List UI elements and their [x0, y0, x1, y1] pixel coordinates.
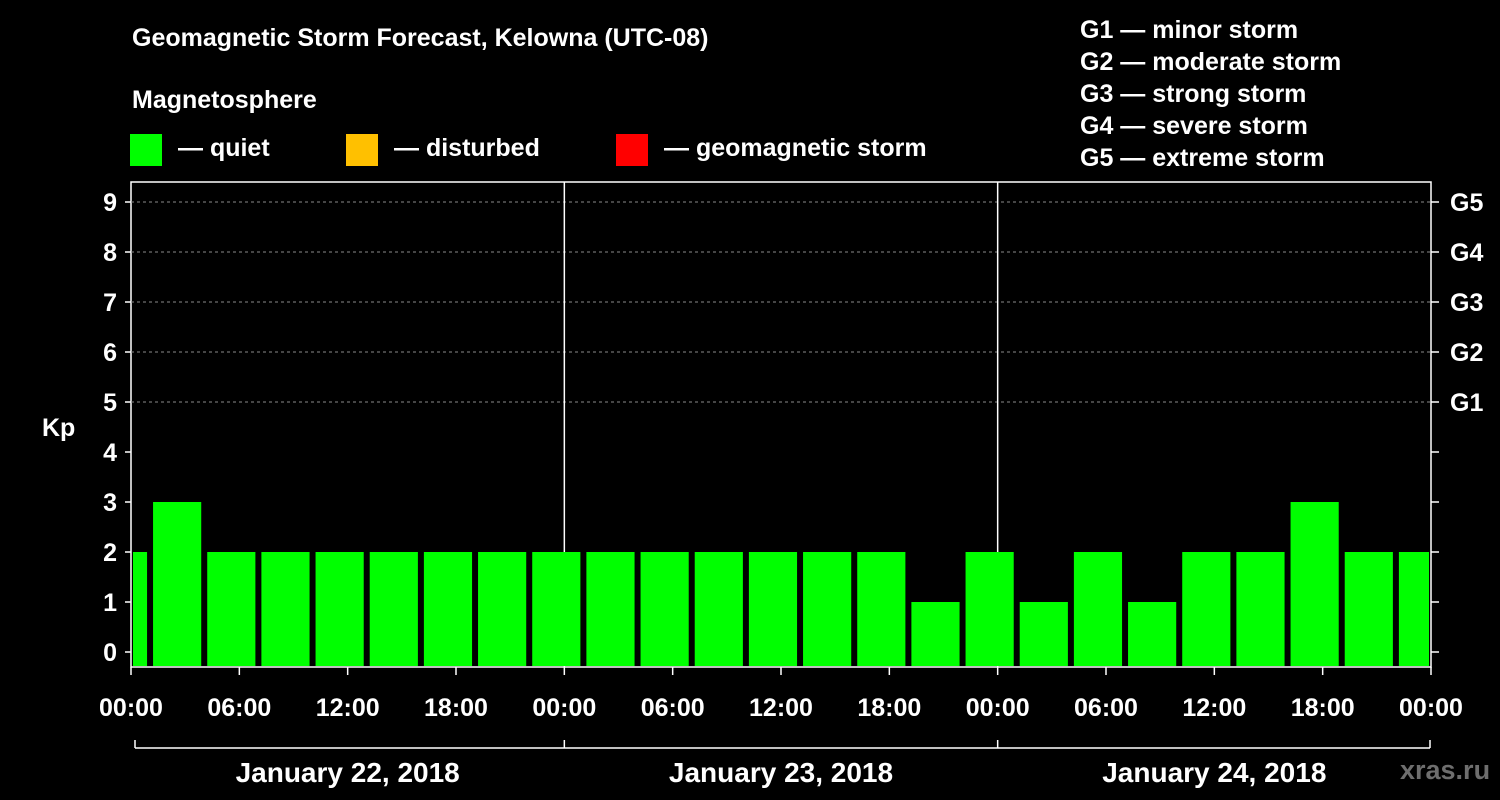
x-tick-label-5: 06:00	[641, 694, 705, 722]
x-tick-label-2: 12:00	[316, 694, 380, 722]
kp-bar-0	[133, 552, 148, 666]
legend-disturbed-swatch	[346, 134, 378, 166]
x-tick-label-11: 18:00	[1291, 694, 1355, 722]
kp-bar-12	[748, 552, 798, 666]
y-tick-label-4: 4	[103, 439, 117, 467]
kp-bar-22	[1290, 502, 1339, 666]
kp-bar-23	[1344, 552, 1393, 666]
x-tick-label-1: 06:00	[207, 694, 271, 722]
watermark: xras.ru	[1400, 755, 1491, 785]
legend-quiet-label: — quiet	[178, 134, 270, 162]
legend-disturbed-label: — disturbed	[394, 134, 540, 162]
date-label-2: January 24, 2018	[1102, 757, 1326, 788]
kp-bar-14	[857, 552, 906, 666]
x-tick-label-12: 00:00	[1399, 694, 1463, 722]
kp-bar-1	[153, 502, 202, 666]
g-level-label-G2: G2	[1450, 339, 1483, 367]
chart-title: Geomagnetic Storm Forecast, Kelowna (UTC…	[132, 24, 709, 52]
g-level-label-G1: G1	[1450, 389, 1483, 417]
g1-legend: G1 — minor storm	[1080, 16, 1299, 44]
g-level-label-G4: G4	[1450, 239, 1483, 267]
x-tick-label-3: 18:00	[424, 694, 488, 722]
g3-legend: G3 — strong storm	[1080, 80, 1307, 108]
g-level-label-G3: G3	[1450, 289, 1483, 317]
x-tick-label-6: 12:00	[749, 694, 813, 722]
x-tick-label-7: 18:00	[857, 694, 921, 722]
kp-bar-24	[1398, 552, 1429, 666]
kp-bar-2	[207, 552, 256, 666]
x-tick-label-8: 00:00	[966, 694, 1030, 722]
y-tick-label-1: 1	[103, 589, 117, 617]
kp-bar-5	[369, 552, 418, 666]
kp-bar-10	[640, 552, 689, 666]
g2-legend: G2 — moderate storm	[1080, 48, 1342, 76]
kp-bar-21	[1236, 552, 1285, 666]
legend-quiet-swatch	[130, 134, 162, 166]
kp-bar-3	[261, 552, 310, 666]
date-label-1: January 23, 2018	[669, 757, 893, 788]
kp-bar-13	[803, 552, 852, 666]
g-level-label-G5: G5	[1450, 189, 1483, 217]
y-tick-label-2: 2	[103, 539, 117, 567]
x-tick-label-10: 12:00	[1182, 694, 1246, 722]
kp-bar-6	[423, 552, 473, 666]
kp-bar-7	[478, 552, 527, 666]
y-tick-label-9: 9	[103, 189, 117, 217]
kp-bar-15	[911, 602, 960, 666]
y-tick-label-5: 5	[103, 389, 117, 417]
legend-storm-swatch	[616, 134, 648, 166]
kp-bar-18	[1073, 552, 1123, 666]
x-tick-label-0: 00:00	[99, 694, 163, 722]
kp-bar-4	[315, 552, 364, 666]
kp-bar-16	[965, 552, 1014, 666]
kp-bar-17	[1019, 602, 1068, 666]
kp-bar-8	[532, 552, 581, 666]
y-tick-label-8: 8	[103, 239, 117, 267]
magnetosphere-label: Magnetosphere	[132, 86, 317, 114]
y-tick-label-0: 0	[103, 639, 117, 667]
y-tick-label-3: 3	[103, 489, 117, 517]
y-axis-title: Kp	[42, 414, 75, 442]
date-label-0: January 22, 2018	[236, 757, 460, 788]
y-tick-label-6: 6	[103, 339, 117, 367]
y-tick-label-7: 7	[103, 289, 117, 317]
g5-legend: G5 — extreme storm	[1080, 144, 1325, 172]
kp-bar-9	[586, 552, 635, 666]
kp-bar-19	[1128, 602, 1177, 666]
x-tick-label-4: 00:00	[532, 694, 596, 722]
x-tick-label-9: 06:00	[1074, 694, 1138, 722]
legend-storm-label: — geomagnetic storm	[664, 134, 927, 162]
g4-legend: G4 — severe storm	[1080, 112, 1308, 140]
kp-bar-11	[694, 552, 743, 666]
kp-bar-20	[1182, 552, 1231, 666]
